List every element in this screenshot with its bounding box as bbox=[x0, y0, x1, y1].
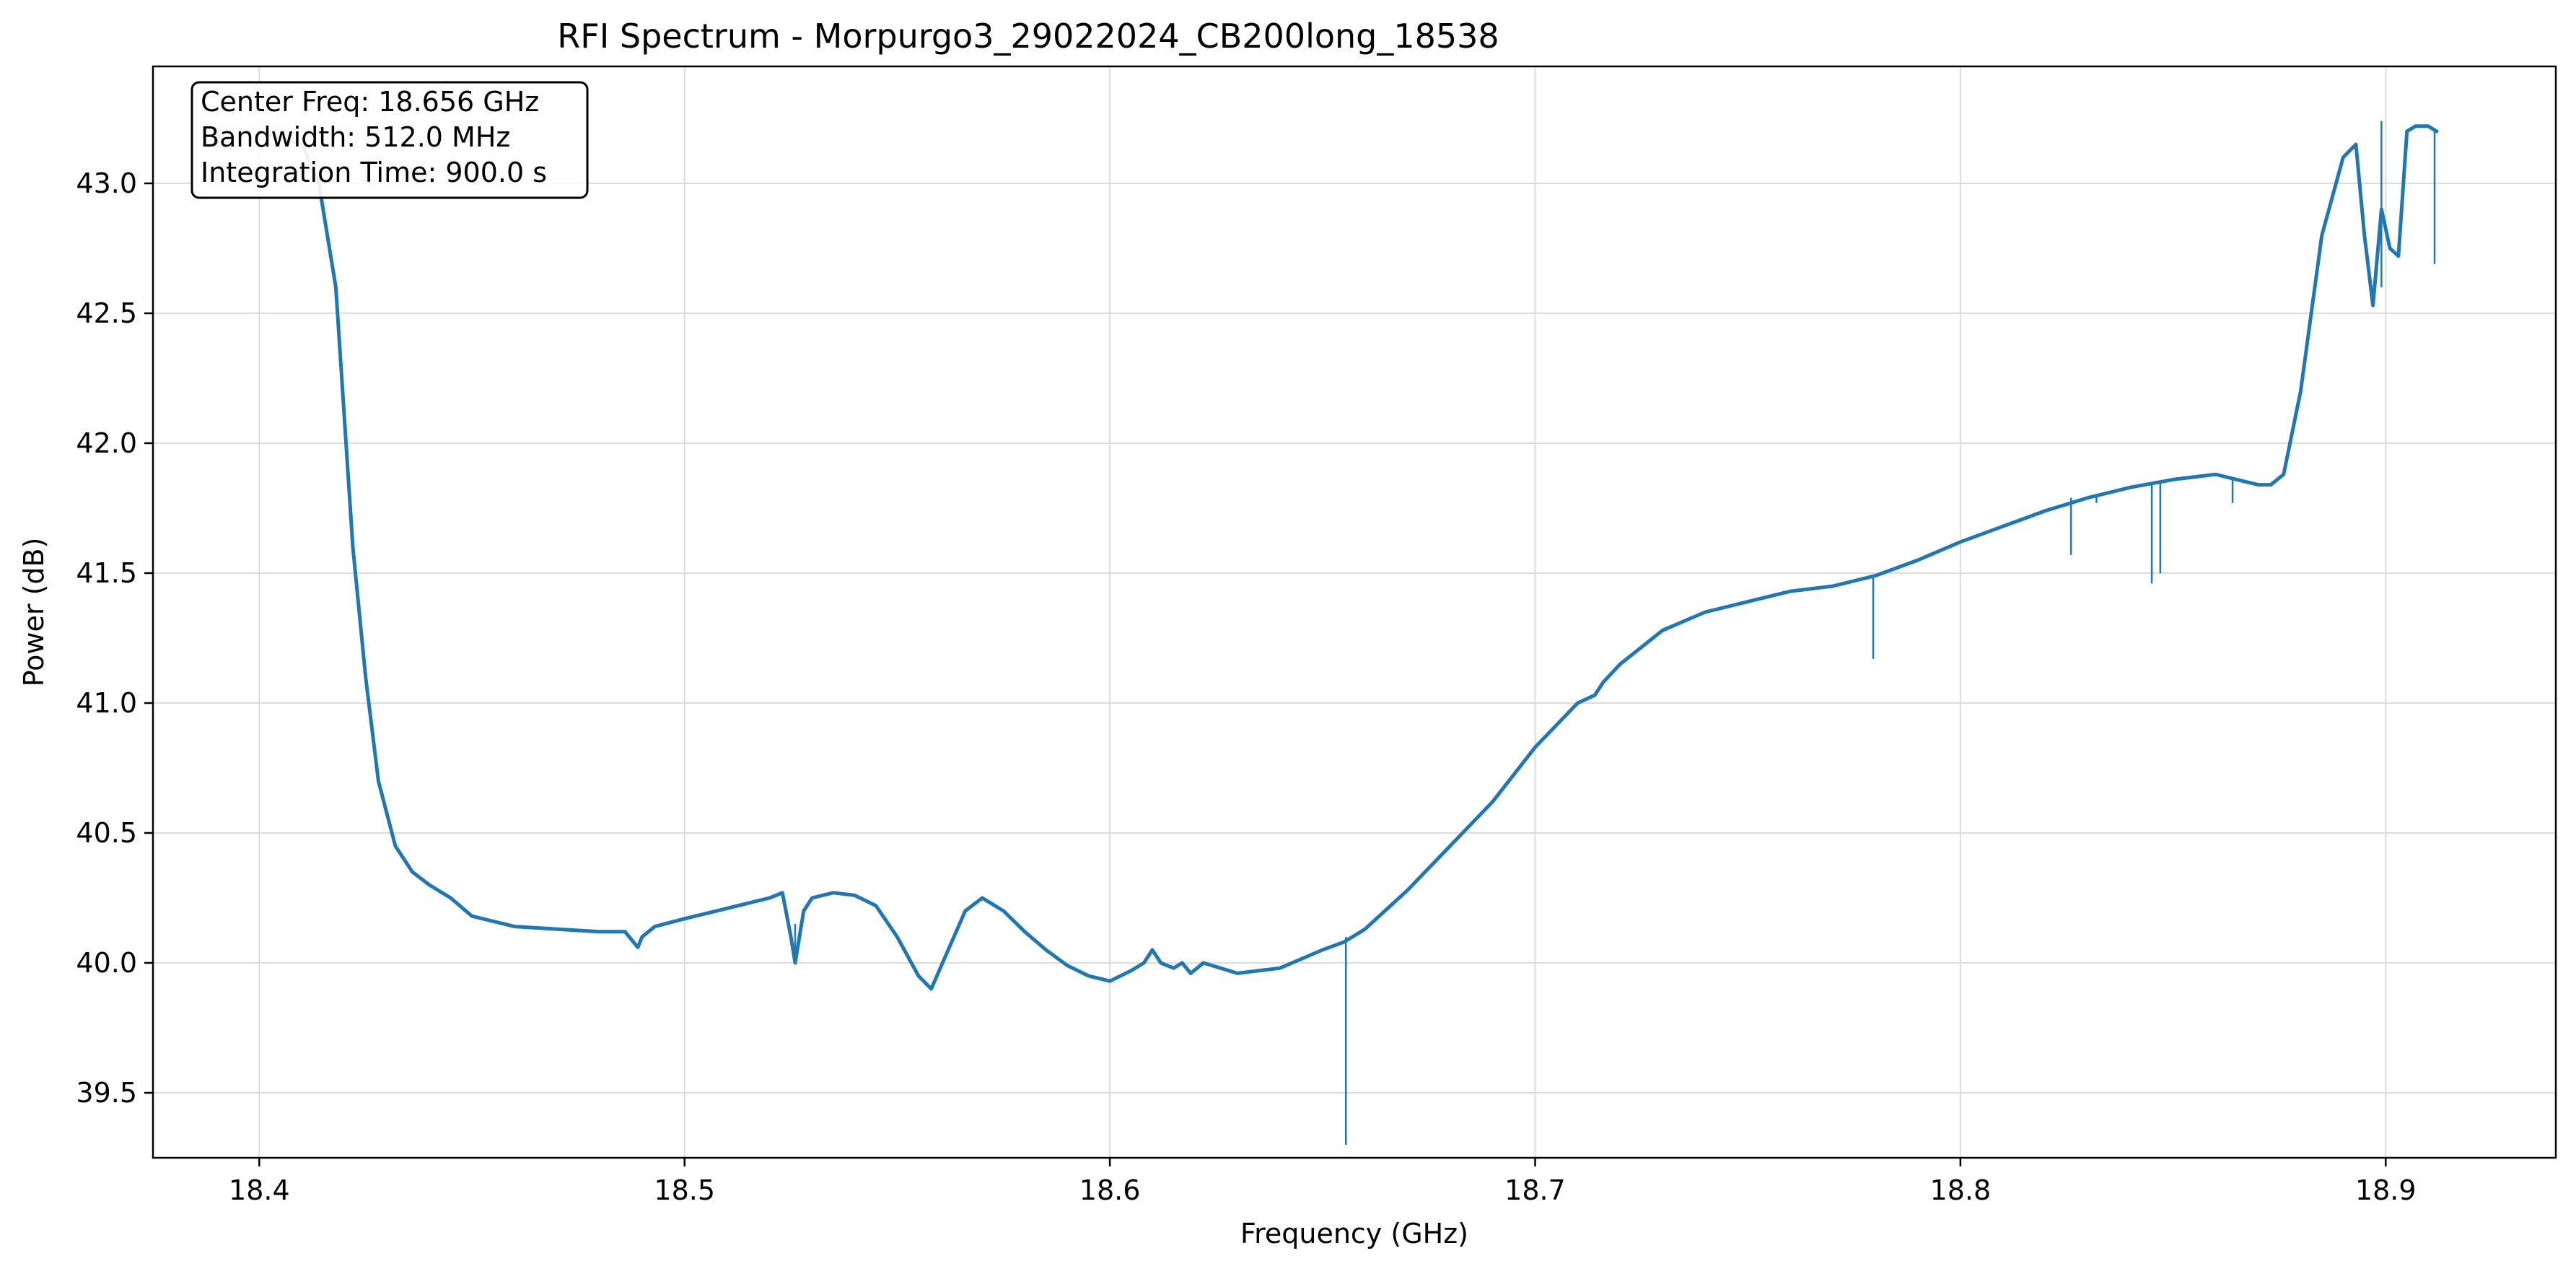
x-tick-label: 18.7 bbox=[1504, 1174, 1566, 1206]
y-tick-label: 41.5 bbox=[76, 557, 137, 589]
series-line bbox=[257, 124, 2439, 991]
x-axis-label: Frequency (GHz) bbox=[1240, 1218, 1468, 1249]
y-tick-label: 40.5 bbox=[76, 817, 137, 849]
y-axis-label: Power (dB) bbox=[18, 538, 50, 687]
y-tick-label: 39.5 bbox=[76, 1077, 137, 1109]
series-group bbox=[257, 124, 2439, 991]
x-tick-label: 18.8 bbox=[1930, 1174, 1992, 1206]
y-tick-label: 41.0 bbox=[76, 687, 137, 719]
y-tick-label: 40.0 bbox=[76, 947, 137, 979]
info-bandwidth: Bandwidth: 512.0 MHz bbox=[201, 121, 510, 153]
x-tick-label: 18.6 bbox=[1079, 1174, 1141, 1206]
grid-lines bbox=[153, 66, 2556, 1158]
x-tick-label: 18.5 bbox=[654, 1174, 715, 1206]
x-ticks: 18.4 18.5 18.6 18.7 18.8 18.9 bbox=[229, 1158, 2417, 1206]
info-box: Center Freq: 18.656 GHz Bandwidth: 512.0… bbox=[190, 81, 589, 199]
y-tick-label: 42.0 bbox=[76, 427, 137, 459]
plot-frame bbox=[152, 65, 2557, 1159]
x-tick-label: 18.4 bbox=[229, 1174, 290, 1206]
info-center-freq: Center Freq: 18.656 GHz bbox=[201, 86, 539, 118]
y-tick-label: 43.0 bbox=[76, 167, 137, 199]
info-box-frame bbox=[190, 81, 589, 199]
info-integration-time: Integration Time: 900.0 s bbox=[201, 157, 547, 188]
chart-title: RFI Spectrum - Morpurgo3_29022024_CB200l… bbox=[557, 17, 1499, 56]
x-tick-label: 18.9 bbox=[2355, 1174, 2417, 1206]
y-tick-label: 42.5 bbox=[76, 297, 137, 329]
y-ticks: 39.5 40.0 40.5 41.0 41.5 42.0 42.5 43.0 bbox=[76, 167, 153, 1109]
spike-group bbox=[794, 121, 2436, 1145]
